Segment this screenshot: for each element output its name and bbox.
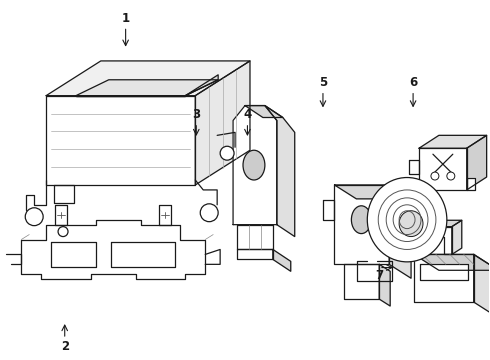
Polygon shape [159, 205, 171, 225]
Polygon shape [422, 220, 462, 227]
Polygon shape [409, 160, 419, 174]
Text: 2: 2 [61, 341, 69, 354]
Text: 4: 4 [244, 108, 251, 121]
Text: 3: 3 [192, 108, 200, 121]
Polygon shape [467, 135, 487, 190]
Polygon shape [322, 200, 335, 220]
Polygon shape [237, 225, 273, 249]
Ellipse shape [399, 211, 423, 237]
Polygon shape [452, 220, 462, 255]
Polygon shape [51, 242, 96, 267]
Polygon shape [46, 96, 196, 185]
Polygon shape [335, 185, 411, 199]
Circle shape [200, 204, 218, 222]
Polygon shape [245, 105, 283, 117]
Polygon shape [55, 205, 67, 225]
Polygon shape [237, 249, 273, 260]
Polygon shape [76, 80, 218, 96]
Polygon shape [422, 227, 452, 255]
Polygon shape [46, 61, 250, 96]
Polygon shape [419, 135, 487, 148]
Text: 1: 1 [122, 12, 130, 25]
Polygon shape [379, 264, 390, 306]
Polygon shape [389, 185, 411, 278]
Polygon shape [414, 255, 490, 270]
Polygon shape [21, 220, 205, 279]
Ellipse shape [351, 206, 371, 234]
Polygon shape [273, 249, 291, 271]
Polygon shape [474, 255, 490, 318]
Polygon shape [467, 178, 475, 190]
Polygon shape [419, 148, 467, 190]
Polygon shape [265, 105, 294, 237]
Circle shape [220, 146, 234, 160]
Ellipse shape [368, 177, 447, 262]
Polygon shape [420, 264, 468, 280]
Polygon shape [111, 242, 175, 267]
Circle shape [25, 208, 43, 226]
Polygon shape [54, 185, 74, 203]
Polygon shape [233, 105, 277, 225]
Circle shape [58, 227, 68, 237]
Polygon shape [335, 185, 389, 264]
Text: 5: 5 [319, 76, 327, 89]
Circle shape [431, 172, 439, 180]
Text: 6: 6 [409, 76, 417, 89]
Polygon shape [414, 255, 474, 302]
Circle shape [447, 172, 455, 180]
Polygon shape [185, 75, 218, 96]
Ellipse shape [243, 150, 265, 180]
Polygon shape [344, 264, 379, 299]
Polygon shape [196, 61, 250, 185]
Text: 7: 7 [375, 269, 383, 282]
